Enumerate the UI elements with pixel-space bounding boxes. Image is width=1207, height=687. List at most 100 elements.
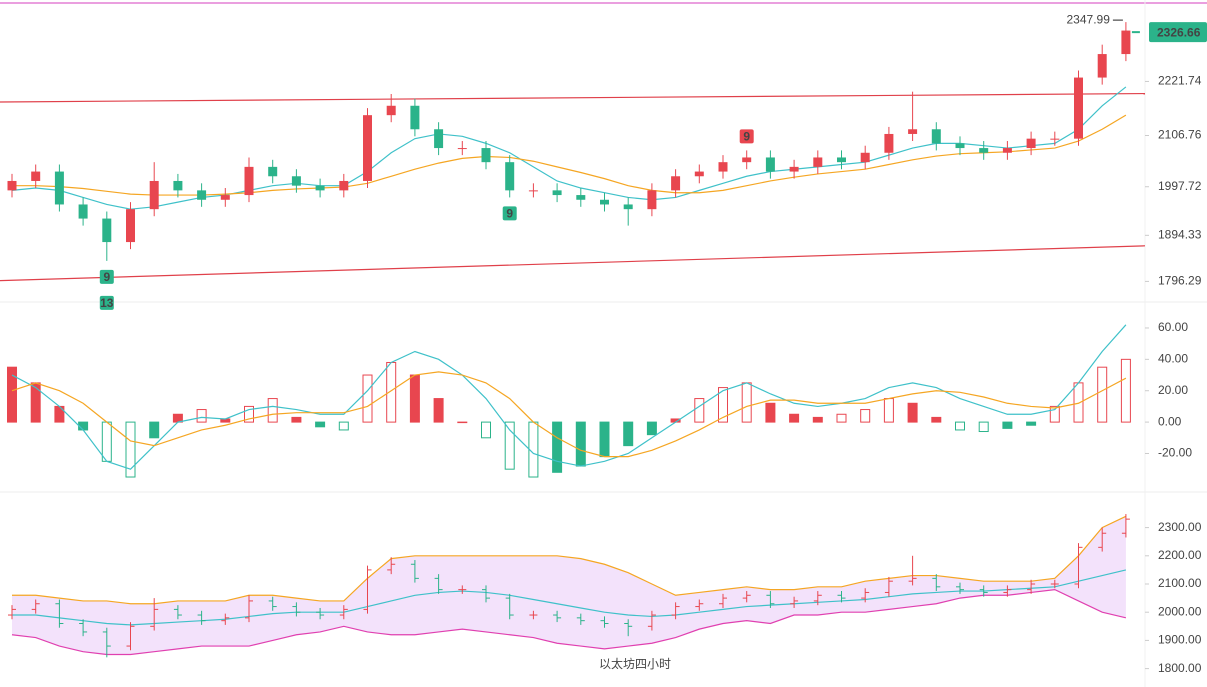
- y-tick-label: 2300.00: [1158, 520, 1202, 534]
- signal-label: 9: [506, 207, 513, 221]
- high-label: 2347.99: [1067, 12, 1111, 26]
- candle-body: [291, 176, 301, 186]
- signal-label: 13: [100, 296, 114, 310]
- histogram-bar: [552, 421, 563, 473]
- candle-body: [339, 180, 349, 191]
- candle-body: [410, 105, 420, 130]
- histogram-bar: [267, 398, 278, 423]
- histogram-bar: [623, 421, 634, 447]
- last-price-label: 2326.66: [1157, 25, 1201, 39]
- histogram-bar: [646, 421, 657, 436]
- indicator-line: [11, 371, 1127, 458]
- signal-label: 9: [103, 270, 110, 284]
- candle-body: [955, 143, 965, 149]
- histogram-bar: [149, 421, 160, 439]
- histogram-bar: [1097, 366, 1108, 423]
- candle-body: [7, 180, 17, 191]
- histogram-bar: [860, 409, 871, 423]
- histogram-bar: [409, 374, 420, 423]
- candle-body: [979, 148, 989, 153]
- histogram-bar: [931, 416, 942, 423]
- candle-body: [173, 180, 183, 191]
- histogram-bar: [457, 421, 468, 424]
- candle-body: [54, 171, 64, 205]
- histogram-bar: [101, 421, 112, 462]
- candle-body: [149, 180, 159, 210]
- histogram-bar: [812, 416, 823, 423]
- indicator-line: [12, 515, 1127, 605]
- histogram-bar: [481, 421, 491, 439]
- indicator-line: [11, 324, 1127, 470]
- candle-body: [600, 199, 609, 205]
- histogram-bar: [883, 398, 894, 423]
- candle-body: [884, 133, 894, 153]
- candle-body: [1097, 54, 1107, 78]
- candle-body: [363, 115, 372, 181]
- candle-body: [1074, 77, 1083, 139]
- candle-body: [126, 209, 135, 243]
- signal-label: 9: [743, 130, 750, 144]
- histogram-bar: [789, 413, 800, 423]
- y-tick-label: 2106.76: [1158, 128, 1202, 142]
- y-tick-label: 1997.72: [1158, 179, 1202, 193]
- candle-body: [576, 195, 586, 200]
- histogram-bar: [504, 421, 515, 470]
- y-tick-label: 60.00: [1158, 320, 1188, 334]
- y-tick-label: -20.00: [1158, 446, 1192, 460]
- candle-body: [765, 157, 775, 172]
- histogram-bar: [291, 416, 302, 423]
- histogram-bar: [315, 421, 326, 428]
- candle-body: [78, 204, 88, 219]
- y-tick-label: 2221.74: [1158, 74, 1202, 88]
- histogram-bar: [907, 402, 918, 423]
- candle-body: [742, 157, 752, 163]
- signal-badge: [739, 129, 754, 144]
- histogram-bar: [599, 421, 610, 458]
- candle-body: [837, 157, 846, 163]
- chart-title: 以太坊四小时: [599, 656, 671, 671]
- histogram-bar: [1120, 358, 1131, 423]
- histogram-bar: [978, 421, 989, 433]
- histogram-bar: [575, 421, 586, 467]
- histogram-bar: [244, 405, 254, 423]
- y-tick-label: 1894.33: [1158, 228, 1202, 242]
- candle-body: [505, 162, 515, 191]
- histogram-bar: [196, 409, 207, 423]
- candle-body: [1121, 30, 1131, 55]
- candle-body: [197, 190, 207, 200]
- histogram-bar: [836, 413, 847, 423]
- candle-body: [813, 157, 823, 167]
- candle-body: [220, 195, 230, 200]
- candle-body: [694, 171, 704, 177]
- histogram-bar: [765, 402, 776, 423]
- y-tick-label: 2100.00: [1158, 576, 1202, 590]
- candle-body: [1026, 138, 1036, 149]
- candle-body: [623, 204, 633, 210]
- candle-body: [1050, 138, 1060, 140]
- y-tick-label: 40.00: [1158, 352, 1188, 366]
- candle-body: [457, 148, 467, 150]
- histogram-bar: [718, 387, 728, 423]
- y-tick-label: 2000.00: [1158, 604, 1202, 618]
- candle-body: [552, 190, 562, 196]
- candle-body: [102, 218, 112, 243]
- y-tick-label: 20.00: [1158, 383, 1188, 397]
- candle-body: [671, 176, 681, 191]
- band-fill: [12, 516, 1126, 655]
- candle-body: [860, 152, 870, 163]
- histogram-bar: [338, 421, 349, 431]
- histogram-bar: [1073, 382, 1084, 423]
- histogram-bar: [1002, 421, 1013, 429]
- candle-body: [718, 162, 728, 172]
- histogram-bar: [694, 398, 705, 423]
- indicator-line: [12, 569, 1127, 626]
- histogram-bar: [1049, 405, 1060, 423]
- candle-body: [481, 148, 491, 163]
- histogram-bar: [433, 398, 444, 423]
- candle-body: [315, 185, 325, 191]
- signal-badge: [502, 206, 517, 221]
- y-tick-label: 1796.29: [1158, 274, 1202, 288]
- histogram-bar: [955, 421, 965, 431]
- histogram-bar: [30, 382, 41, 423]
